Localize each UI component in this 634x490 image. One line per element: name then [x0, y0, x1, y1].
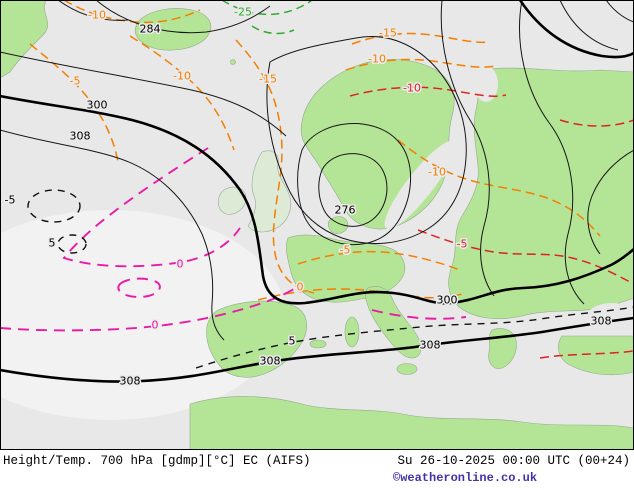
temp-contour-magenta	[0, 288, 295, 332]
contour-label: 300	[87, 99, 108, 112]
map-canvas: -10 284 -25 -15 -10 -10 -5 -10 -15 300 308 276 -10 -5…	[0, 0, 634, 450]
contour-label: -5	[5, 194, 16, 207]
temp-contour-green	[221, 0, 313, 16]
contour-label: 308	[260, 355, 281, 368]
contour-label: -5	[457, 238, 468, 251]
temp-contour-red	[417, 229, 634, 285]
temp-contour-black-dashed	[57, 234, 87, 254]
temp-contour-red	[559, 119, 634, 127]
height-contour	[559, 0, 619, 51]
black-sea	[586, 303, 634, 333]
height-contour	[57, 0, 129, 21]
height-contours	[0, 0, 634, 383]
contour-label: 0	[297, 281, 304, 294]
temp-contour-orange	[29, 43, 119, 163]
temperature-contours	[0, 0, 634, 369]
contour-label: -10	[403, 82, 421, 95]
contour-label: 0	[177, 258, 184, 271]
contour-label: 284	[140, 23, 161, 36]
temp-contour-magenta	[117, 277, 161, 298]
sea-light-patch	[0, 210, 285, 420]
height-contour	[0, 51, 287, 137]
contour-label: 308	[70, 130, 91, 143]
temp-contour-orange	[129, 35, 235, 151]
temp-contour-red	[349, 86, 507, 97]
contour-label: 0	[152, 319, 159, 332]
contour-label: -5	[340, 244, 351, 257]
contour-label: 5	[49, 237, 56, 250]
contour-label: 5	[289, 335, 296, 348]
height-contour	[605, 0, 634, 23]
height-contour	[0, 129, 225, 341]
height-contour	[440, 0, 495, 297]
weather-map: -10 284 -25 -15 -10 -10 -5 -10 -15 300 308 276 -10 -5…	[0, 0, 634, 450]
land-faroe	[230, 59, 236, 65]
contour-label: 308	[591, 315, 612, 328]
temp-contour-magenta	[62, 147, 241, 268]
contour-label: -15	[379, 27, 397, 40]
height-contour	[266, 36, 467, 245]
height-contour	[318, 153, 388, 227]
contour-label: -10	[428, 166, 446, 179]
height-contour	[297, 123, 412, 246]
land-iberia	[206, 300, 307, 378]
contour-labels: -10 284 -25 -15 -10 -10 -5 -10 -15 300 308 276 -10 -5…	[3, 4, 613, 389]
height-contour	[95, 0, 271, 34]
temp-contour-orange	[397, 139, 601, 237]
temp-contour-magenta	[371, 309, 467, 320]
copyright-link[interactable]: ©weatheronline.co.uk	[393, 471, 538, 485]
land-balearics	[309, 339, 327, 349]
temp-contour-orange	[345, 58, 497, 71]
temp-contour-orange	[351, 32, 491, 45]
contour-label: 300	[437, 294, 458, 307]
height-contour-308-thick	[0, 316, 634, 383]
land-sicily	[396, 363, 418, 375]
temp-contour-black-dashed	[195, 306, 634, 369]
temp-contour-green	[251, 25, 295, 35]
temp-contour-red	[539, 350, 634, 359]
land-sardinia	[344, 316, 360, 348]
land-turkey	[558, 335, 634, 376]
temp-contour-orange	[297, 250, 461, 271]
contour-label: -5	[70, 75, 81, 88]
land-east-europe	[448, 67, 634, 320]
height-contour-300-thick	[0, 94, 634, 305]
land-iceland	[135, 8, 212, 51]
map-datetime: Su 26-10-2025 00:00 UTC (00+24)	[397, 454, 630, 468]
contour-label: -25	[234, 6, 252, 19]
map-title: Height/Temp. 700 hPa [gdmp][°C] EC (AIFS…	[3, 454, 311, 468]
land-greenland	[0, 0, 48, 79]
contour-label: -15	[259, 73, 277, 86]
height-contour	[519, 0, 585, 305]
land-north-africa	[189, 396, 634, 450]
baltic-sea	[384, 140, 456, 230]
contour-label: -10	[173, 70, 191, 83]
temp-contour-orange	[235, 39, 315, 294]
land-italy	[365, 286, 422, 359]
height-contour-thick-topright	[518, 0, 634, 59]
height-contour	[587, 149, 634, 255]
temp-contour-orange	[63, 0, 201, 24]
temp-contour-black-dashed	[27, 189, 81, 223]
contour-label: 308	[120, 375, 141, 388]
caption-bar: Height/Temp. 700 hPa [gdmp][°C] EC (AIFS…	[0, 450, 634, 490]
white-sea	[474, 66, 498, 102]
contour-label: -10	[368, 53, 386, 66]
contour-label: 308	[420, 339, 441, 352]
contour-label: -10	[88, 9, 106, 22]
contour-label: 276	[335, 204, 356, 217]
